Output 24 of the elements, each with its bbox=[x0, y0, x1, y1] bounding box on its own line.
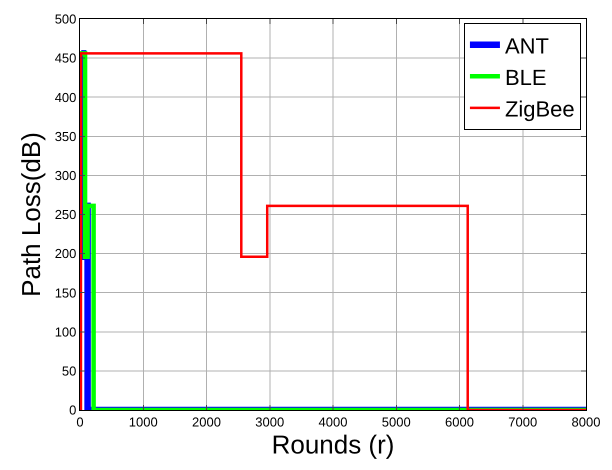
x-tick-label: 1000 bbox=[128, 414, 158, 430]
y-tick-label: 500 bbox=[54, 12, 76, 27]
y-tick-label: 0 bbox=[69, 402, 76, 418]
x-tick-label: 7000 bbox=[508, 414, 538, 430]
y-tick-label: 400 bbox=[54, 90, 76, 105]
x-tick-label: 5000 bbox=[382, 414, 411, 430]
y-tick-label: 350 bbox=[54, 128, 76, 144]
x-tick-label: 3000 bbox=[255, 414, 284, 430]
x-tick-label: 2000 bbox=[192, 414, 221, 430]
legend-label: ANT bbox=[504, 33, 549, 58]
y-tick-label: 300 bbox=[54, 168, 76, 183]
y-tick-label: 50 bbox=[62, 363, 76, 378]
legend-label: ZigBee bbox=[504, 96, 575, 122]
x-tick-label: 6000 bbox=[445, 414, 474, 430]
y-tick-label: 450 bbox=[54, 50, 76, 66]
x-tick-label: 8000 bbox=[572, 414, 600, 430]
legend-label: BLE bbox=[504, 64, 547, 90]
y-tick-label: 150 bbox=[54, 285, 76, 300]
y-tick-label: 100 bbox=[54, 324, 76, 340]
y-tick-label: 250 bbox=[54, 207, 76, 222]
x-axis-title: Rounds (r) bbox=[272, 430, 394, 460]
y-tick-label: 200 bbox=[54, 246, 76, 262]
y-axis-title: Path Loss(dB) bbox=[16, 132, 46, 297]
x-tick-label: 4000 bbox=[318, 414, 348, 430]
